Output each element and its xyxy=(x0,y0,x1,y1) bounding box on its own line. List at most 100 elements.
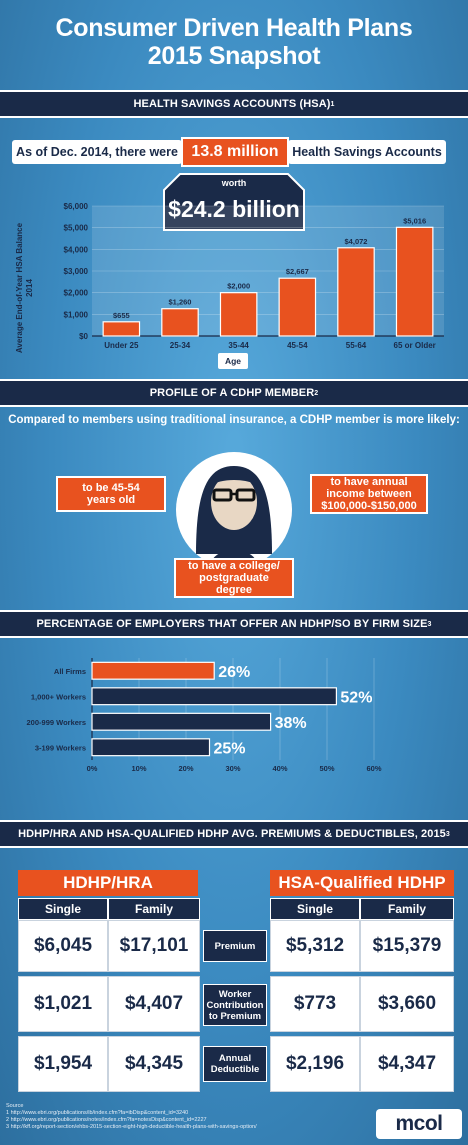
hsa-y-tick-label: $2,000 xyxy=(64,289,89,298)
hsa-y-tick-label: $1,000 xyxy=(64,310,89,319)
hra-contribution-family: $4,407 xyxy=(108,976,200,1032)
hsa-bar-value-label: $655 xyxy=(113,311,130,320)
section-header-premiums-ref: 3 xyxy=(445,830,450,838)
hsa-contribution-family: $3,660 xyxy=(360,976,454,1032)
section-header-premiums: HDHP/HRA AND HSA-QUALIFIED HDHP AVG. PRE… xyxy=(0,820,468,848)
source-link-2[interactable]: 2 http://www.ebri.org/publications/notes… xyxy=(6,1117,207,1123)
profile-intro: Compared to members using traditional in… xyxy=(8,414,460,426)
emp-category-label: All Firms xyxy=(54,667,86,676)
emp-x-tick-label: 10% xyxy=(131,764,146,773)
emp-bar xyxy=(91,661,215,680)
hsa-y-tick-label: $4,000 xyxy=(64,245,89,254)
section-header-employers-text: PERCENTAGE OF EMPLOYERS THAT OFFER AN HD… xyxy=(36,618,428,630)
hsa-bar xyxy=(278,277,317,337)
hsa-bar xyxy=(337,247,375,337)
hsa-col-single: Single xyxy=(270,898,360,920)
emp-category-label: 3-199 Workers xyxy=(35,743,86,752)
employer-hdhp-chart: 0% 10% 20% 30% 40% 50% 60% All Firms 26% 1,000+ … xyxy=(27,658,382,773)
row-label-deductible-line2: Deductible xyxy=(210,1064,260,1075)
emp-category-label: 200-999 Workers xyxy=(27,718,86,727)
trait-age-line1: to be 45-54 xyxy=(82,482,140,494)
sources: Source 1 http://www.ebri.org/publication… xyxy=(6,1103,366,1131)
hsa-bar xyxy=(102,321,141,337)
emp-x-tick-label: 0% xyxy=(87,764,98,773)
emp-category-label: 1,000+ Workers xyxy=(31,692,86,701)
hsa-bar-value-label: $5,016 xyxy=(403,216,426,225)
emp-bar xyxy=(91,687,337,706)
sources-heading: Source xyxy=(6,1103,24,1109)
hsa-account-count: 13.8 million xyxy=(181,137,289,167)
hra-contribution-single: $1,021 xyxy=(18,976,108,1032)
hsa-premium-family: $15,379 xyxy=(360,920,454,972)
emp-bar xyxy=(91,712,272,731)
section-header-profile-text: PROFILE OF A CDHP MEMBER xyxy=(149,387,315,399)
avatar-face xyxy=(211,474,257,530)
hsa-total-amount: $24.2 billion xyxy=(168,196,300,222)
trait-edu-line3: degree xyxy=(215,584,253,596)
trait-age: to be 45-54 years old xyxy=(56,476,166,512)
hsa-banner-prefix: As of Dec. 2014, there were xyxy=(12,140,182,164)
hsa-x-tick-label: Under 25 xyxy=(104,341,139,350)
hsa-bar xyxy=(395,226,434,337)
hsa-deductible-single: $2,196 xyxy=(270,1036,360,1092)
emp-x-tick-label: 60% xyxy=(366,764,381,773)
hsa-premium-single: $5,312 xyxy=(270,920,360,972)
emp-x-tick-label: 30% xyxy=(225,764,240,773)
page-title-line2: 2015 Snapshot xyxy=(147,42,321,70)
trait-age-line2: years old xyxy=(86,494,136,506)
member-avatar xyxy=(176,452,292,568)
section-header-hsa-ref: 1 xyxy=(330,100,335,108)
hsa-col-family: Family xyxy=(360,898,454,920)
hsa-x-tick-label: 65 or Older xyxy=(394,341,436,350)
hsa-chart-ylabel-line1: Average End-of-Year HSA Balance xyxy=(15,222,24,353)
source-link-3[interactable]: 3 http://kff.org/report-section/ehbs-201… xyxy=(6,1124,257,1130)
hsa-x-tick-label: 55-64 xyxy=(346,341,367,350)
emp-bar-value-label: 26% xyxy=(218,664,250,681)
hsa-x-tick-label: 25-34 xyxy=(170,341,191,350)
section-header-hsa-text: HEALTH SAVINGS ACCOUNTS (HSA) xyxy=(133,98,331,110)
trait-edu-line2: postgraduate xyxy=(199,572,269,584)
hsa-chart-xlabel: Age xyxy=(218,353,248,369)
emp-x-tick-label: 20% xyxy=(178,764,193,773)
trait-income-line3: $100,000-$150,000 xyxy=(321,500,417,512)
source-link-1[interactable]: 1 http://www.ebri.org/publications/ib/in… xyxy=(6,1110,189,1116)
hsa-x-tick-label: 35-44 xyxy=(228,341,249,350)
hsa-y-tick-label: $6,000 xyxy=(64,202,89,211)
row-label-deductible-line1: Annual xyxy=(218,1053,252,1064)
hsa-deductible-family: $4,347 xyxy=(360,1036,454,1092)
emp-x-tick-label: 50% xyxy=(319,764,334,773)
hra-premium-single: $6,045 xyxy=(18,920,108,972)
hsa-bar xyxy=(219,292,258,337)
row-label-premium: Premium xyxy=(203,930,267,962)
row-label-deductible: Annual Deductible xyxy=(203,1046,267,1082)
hsa-bar-value-label: $4,072 xyxy=(345,237,368,246)
trait-edu-line1: to have a college/ xyxy=(188,560,280,572)
hra-col-single: Single xyxy=(18,898,108,920)
hsa-bar-value-label: $2,000 xyxy=(227,282,250,291)
section-header-hsa: HEALTH SAVINGS ACCOUNTS (HSA) 1 xyxy=(0,90,468,118)
hra-table-title: HDHP/HRA xyxy=(18,870,198,896)
emp-bar-value-label: 52% xyxy=(340,689,372,706)
hsa-plot-area xyxy=(92,206,444,336)
callout-shape xyxy=(163,173,305,231)
hsa-y-tick-label: $0 xyxy=(79,332,88,341)
hsa-contribution-single: $773 xyxy=(270,976,360,1032)
hsa-table-title: HSA-Qualified HDHP xyxy=(270,870,454,896)
row-label-contribution-line2: Contribution xyxy=(206,999,264,1011)
trait-income-line2: income between xyxy=(326,488,412,500)
hra-col-family: Family xyxy=(108,898,200,920)
section-header-employers-ref: 3 xyxy=(427,620,432,628)
hsa-bar-value-label: $2,667 xyxy=(286,267,309,276)
hsa-bar-value-label: $1,260 xyxy=(169,298,192,307)
hsa-x-tick-label: 45-54 xyxy=(287,341,308,350)
trait-income-line1: to have annual xyxy=(330,476,408,488)
row-label-premium-line1: Premium xyxy=(214,940,256,952)
mcol-logo: mcol xyxy=(376,1109,462,1139)
page-title-line1: Consumer Driven Health Plans xyxy=(55,14,413,42)
section-header-premiums-text: HDHP/HRA AND HSA-QUALIFIED HDHP AVG. PRE… xyxy=(18,828,446,840)
emp-bar-value-label: 38% xyxy=(275,715,307,732)
emp-bar-value-label: 25% xyxy=(214,740,246,757)
row-label-contribution-line1: Worker xyxy=(218,988,252,1000)
avatar-bangs xyxy=(210,472,258,486)
section-header-profile-ref: 2 xyxy=(314,389,319,397)
